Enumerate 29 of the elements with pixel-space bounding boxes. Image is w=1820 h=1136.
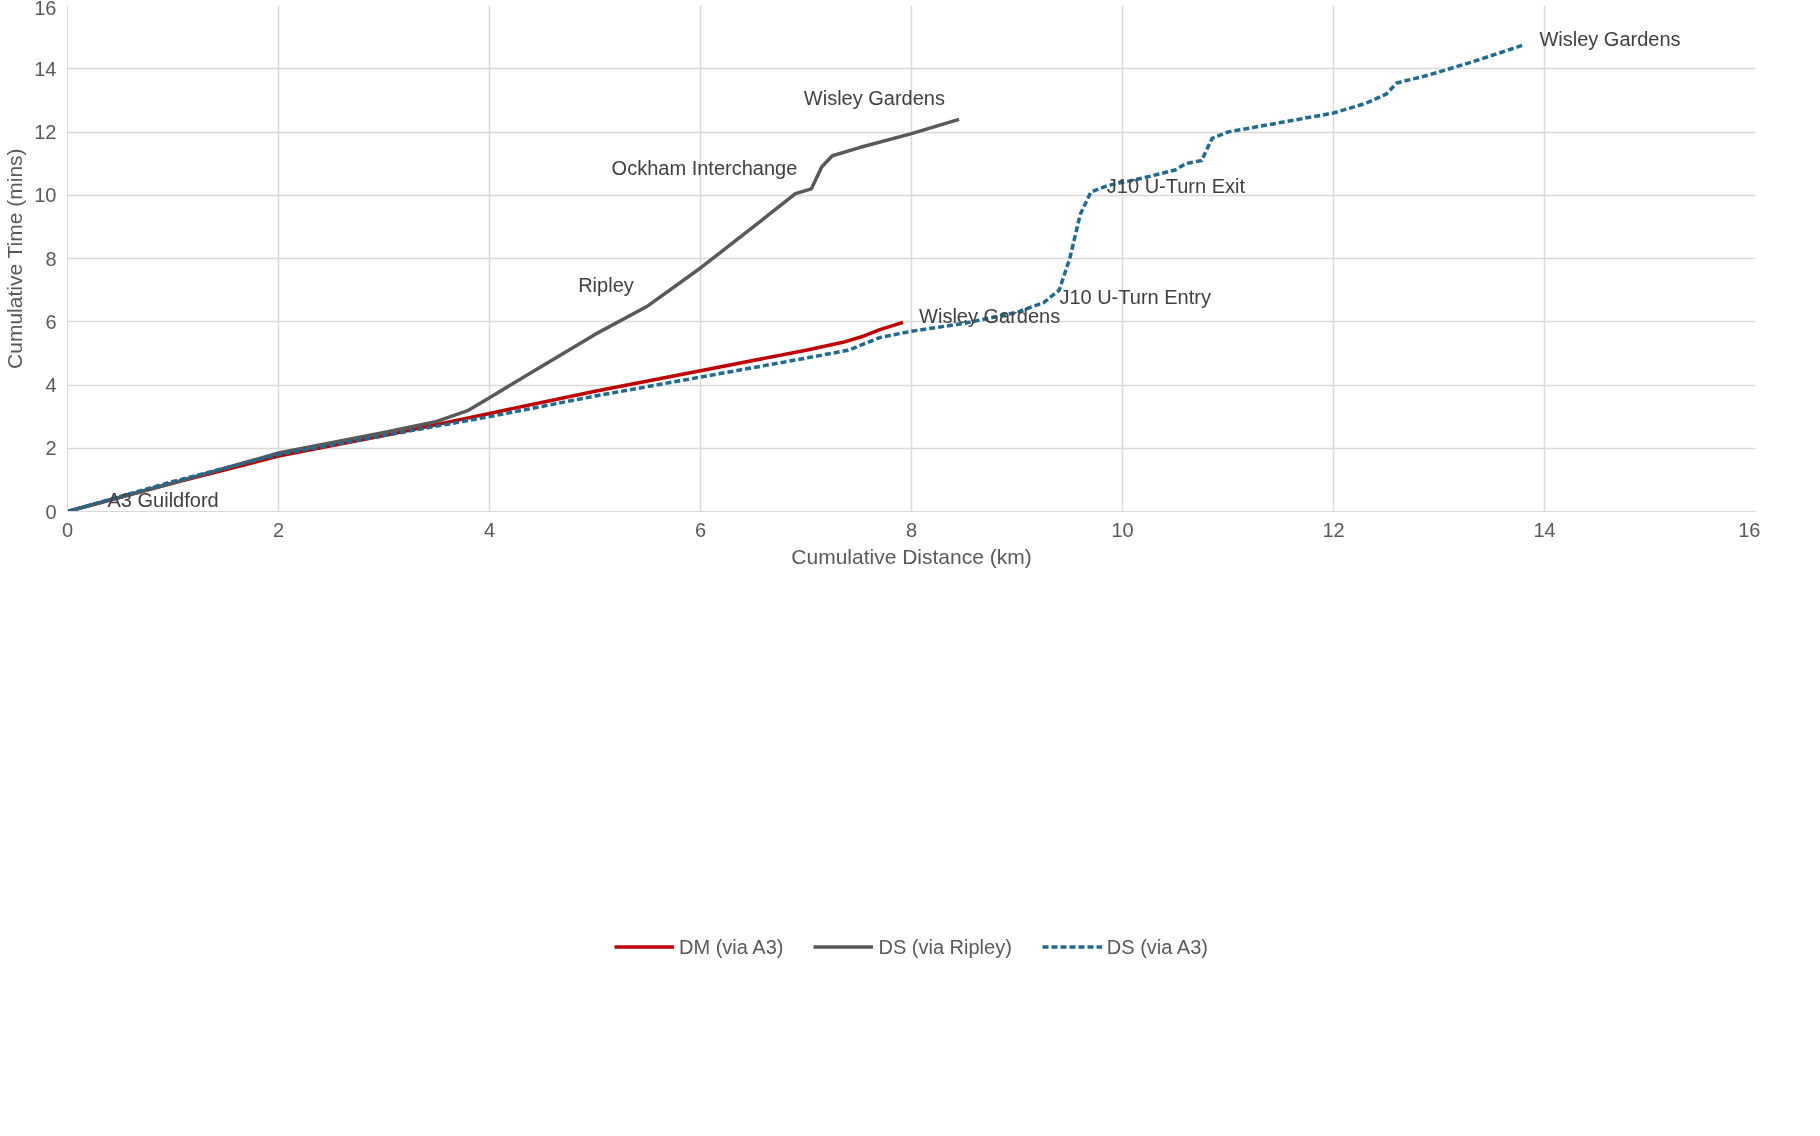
y-tick-label: 14 (34, 57, 57, 80)
y-tick-label: 2 (45, 437, 57, 460)
legend-label: DS (via A3) (1106, 935, 1208, 959)
x-tick-label: 4 (483, 518, 496, 541)
y-tick-label: 10 (34, 184, 57, 207)
legend-label: DS (via Ripley) (878, 935, 1012, 959)
x-tick-label: 2 (272, 518, 285, 541)
x-tick-label: 16 (1738, 518, 1761, 541)
x-tick-label: 6 (694, 518, 707, 541)
x-tick-label: 10 (1111, 518, 1134, 541)
annotation: J10 U-Turn Entry (1059, 285, 1211, 308)
y-tick-label: 0 (45, 500, 57, 523)
annotation: Wisley Gardens (803, 87, 945, 110)
legend-label: DM (via A3) (679, 935, 784, 959)
x-tick-label: 0 (61, 518, 74, 541)
x-tick-label: 14 (1533, 518, 1556, 541)
y-tick-label: 16 (34, 0, 57, 19)
y-tick-label: 8 (45, 247, 57, 270)
y-tick-label: 12 (34, 121, 57, 143)
annotation: J10 U-Turn Exit (1106, 175, 1246, 198)
annotation: Ockham Interchange (611, 156, 798, 179)
y-axis-title: Cumulative Time (mins) (3, 148, 27, 369)
x-tick-label: 12 (1322, 518, 1345, 541)
x-axis-title: Cumulative Distance (km) (791, 544, 1032, 568)
y-tick-label: 6 (45, 310, 57, 333)
annotation: Ripley (578, 273, 634, 296)
y-tick-label: 4 (45, 374, 57, 396)
annotation: Wisley Gardens (1539, 28, 1681, 51)
x-tick-label: 8 (905, 518, 918, 541)
